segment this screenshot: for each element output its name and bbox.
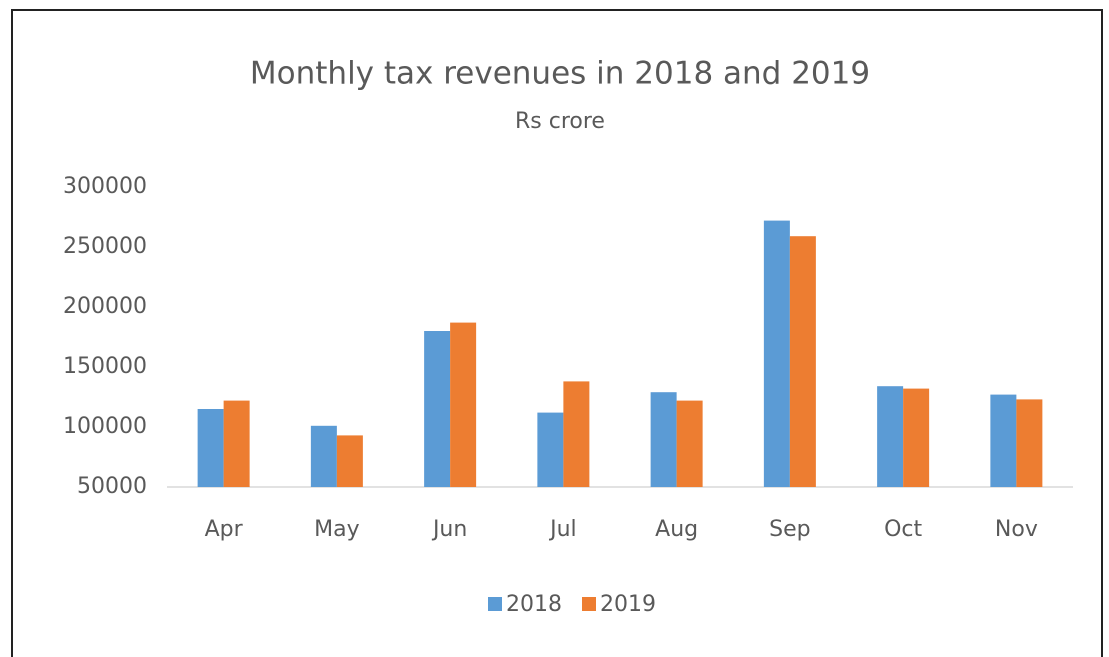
y-tick-label: 250000 [63,234,147,259]
y-tick-label: 150000 [63,354,147,379]
bar [310,425,337,487]
bar [537,412,564,487]
legend-swatch [488,597,502,611]
y-tick-label: 50000 [77,474,147,499]
y-tick-label: 300000 [63,174,147,199]
legend-label: 2018 [506,592,562,617]
bar [877,386,904,487]
y-tick-label: 100000 [63,414,147,439]
bar [763,220,790,487]
bar [336,435,363,487]
x-tick-label: Apr [205,517,244,542]
bar [450,322,477,487]
bar [650,392,677,487]
x-tick-label: Jun [431,517,467,542]
bar [789,236,816,487]
x-tick-label: May [314,517,359,542]
x-tick-label: Sep [769,517,810,542]
bar [223,400,250,487]
chart-frame [11,9,1103,657]
x-tick-label: Nov [995,517,1038,542]
bar [990,394,1017,487]
bar [1016,399,1043,487]
y-tick-label: 200000 [63,294,147,319]
bar [424,331,451,487]
bar [197,409,224,487]
chart-subtitle: Rs crore [515,109,605,134]
legend-swatch [582,597,596,611]
legend-label: 2019 [600,592,656,617]
bar [563,381,590,487]
x-tick-label: Jul [548,517,577,542]
x-tick-label: Oct [884,517,922,542]
x-tick-label: Aug [655,517,698,542]
bar [903,388,930,487]
chart-title: Monthly tax revenues in 2018 and 2019 [250,56,870,92]
bar [676,400,703,487]
